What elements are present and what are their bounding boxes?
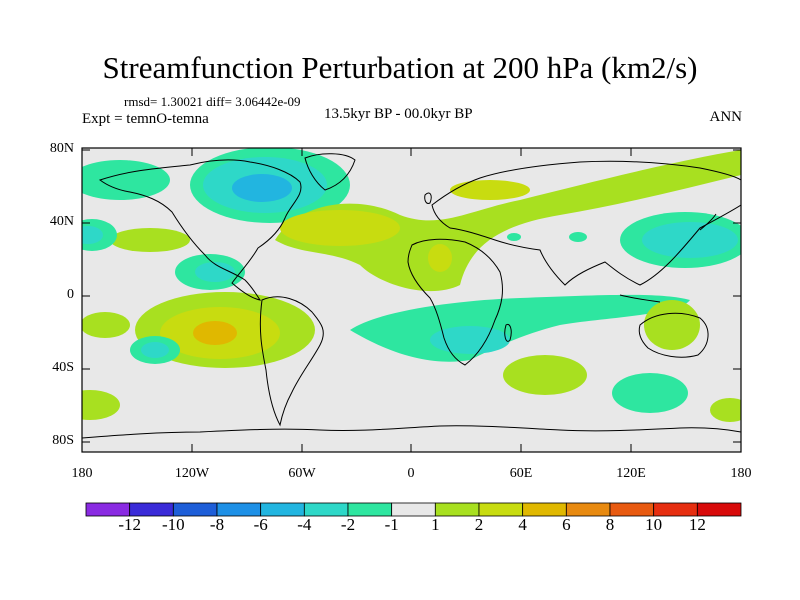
contour-spac-west-pos1 xyxy=(82,312,130,338)
experiment-label: Expt = temnO-temna xyxy=(82,111,209,127)
coast-south-america xyxy=(259,296,324,427)
x-tick-120w: 120W xyxy=(174,466,210,481)
contour-sa-west-pos1 xyxy=(286,321,314,335)
x-axis-ticks xyxy=(81,148,742,452)
contour-s-indian-pos1 xyxy=(503,355,587,395)
colorbar xyxy=(85,502,742,517)
x-tick-60w: 60W xyxy=(288,466,316,481)
x-tick-180w: 180 xyxy=(71,466,93,481)
colorbar-label: -1 xyxy=(384,515,399,534)
y-tick-40s: 40S xyxy=(52,360,74,375)
colorbar-label: 1 xyxy=(431,515,440,534)
y-tick-0: 0 xyxy=(67,287,74,302)
x-tick-0: 0 xyxy=(407,466,415,481)
coast-eurasia xyxy=(431,160,741,286)
contour-europe-pos2 xyxy=(450,180,530,200)
coastlines xyxy=(82,153,741,439)
contour-s-indian-neg1 xyxy=(612,373,688,413)
y-tick-40n: 40N xyxy=(49,214,74,229)
coast-north-america xyxy=(98,159,302,301)
coast-madagascar xyxy=(504,323,512,342)
period-label: 13.5kyr BP - 00.0kyr BP xyxy=(324,106,473,122)
colorbar-label: -2 xyxy=(340,515,356,534)
contour-n-pacific-pos1 xyxy=(110,228,190,252)
y-tick-80s: 80S xyxy=(52,433,74,448)
contour-aus-pos1 xyxy=(644,300,700,350)
contour-natl-pos1 xyxy=(275,150,741,292)
contour-na-neg4 xyxy=(232,174,292,202)
colorbar-label: -4 xyxy=(297,515,312,534)
coast-indonesia xyxy=(619,294,661,303)
contour-atl-neg-small xyxy=(507,233,521,241)
contour-epac-neg2 xyxy=(195,262,235,282)
colorbar-label: -6 xyxy=(253,515,268,534)
colorbar-swatch xyxy=(696,502,742,517)
contour-se-edge-pos1 xyxy=(710,398,741,422)
x-tick-60e: 60E xyxy=(509,466,533,481)
x-tick-120e: 120E xyxy=(616,466,646,481)
colorbar-label: -12 xyxy=(118,515,141,534)
y-axis-ticks xyxy=(82,149,741,443)
colorbar-label: -10 xyxy=(161,515,185,534)
stats-label: rmsd= 1.30021 diff= 3.06442e-09 xyxy=(124,94,301,109)
x-tick-180e: 180 xyxy=(730,466,752,481)
coast-japan xyxy=(699,213,717,231)
contour-layer xyxy=(82,148,741,422)
colorbar-label: 2 xyxy=(474,515,484,534)
contour-spac-pos4 xyxy=(193,321,237,345)
colorbar-label: 12 xyxy=(688,515,706,534)
contour-swpac-neg2 xyxy=(141,342,169,358)
coast-australia xyxy=(638,312,709,358)
colorbar-label: 6 xyxy=(562,515,571,534)
season-label: ANN xyxy=(709,109,743,125)
contour-w-edge-neg2 xyxy=(82,226,103,244)
contour-natl-pos2 xyxy=(280,210,400,246)
coast-antarctica xyxy=(82,425,741,439)
colorbar-label: 8 xyxy=(605,515,615,534)
plot-title: Streamfunction Perturbation at 200 hPa (… xyxy=(102,50,698,85)
contour-sw-edge-pos1 xyxy=(82,390,120,420)
coast-africa xyxy=(407,238,503,366)
contour-ne-pacific-neg1 xyxy=(82,160,170,200)
colorbar-label: 4 xyxy=(518,515,527,534)
coast-uk xyxy=(424,192,432,204)
contour-africa-pos2 xyxy=(428,244,452,272)
colorbar-label: -8 xyxy=(209,515,225,534)
contour-asia-neg-small xyxy=(569,232,587,242)
y-tick-80n: 80N xyxy=(49,141,74,156)
colorbar-label: 10 xyxy=(645,515,663,534)
coast-greenland xyxy=(304,153,356,191)
